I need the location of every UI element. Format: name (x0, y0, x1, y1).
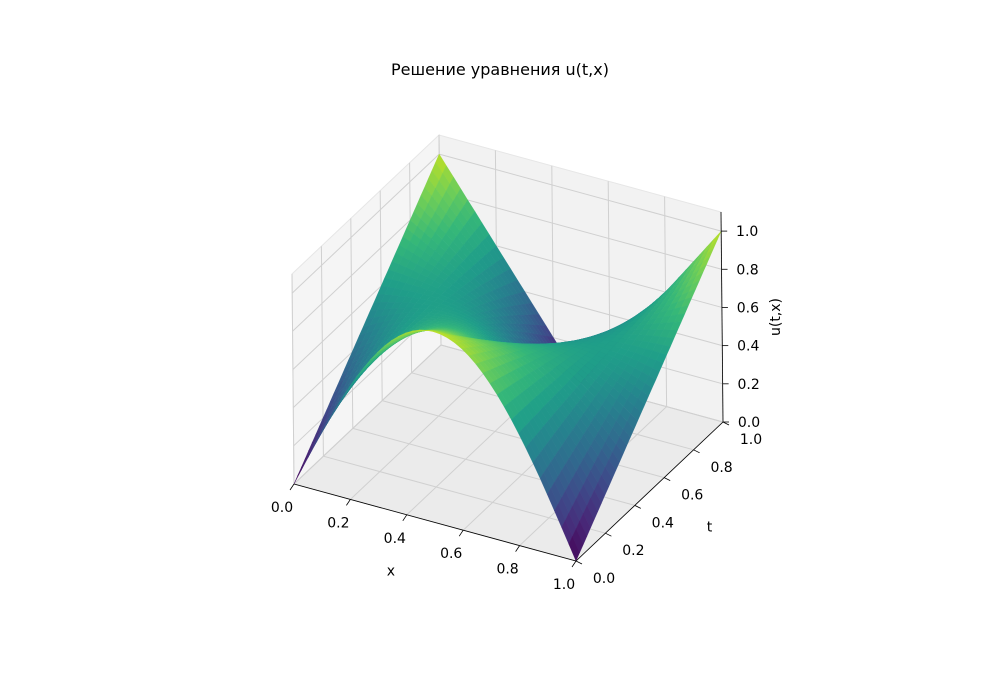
x-tick-mark (346, 499, 351, 506)
z-axis-label: u(t,x) (768, 298, 784, 336)
grid-line-z-side (293, 344, 442, 485)
t-axis-line (575, 421, 724, 562)
t-tick-label: 1.0 (740, 432, 762, 448)
t-tick-label: 0.0 (593, 571, 615, 587)
t-tick-mark (634, 505, 641, 509)
x-tick-label: 0.2 (327, 515, 349, 531)
grid-line-x-floor (350, 360, 498, 500)
t-tick-mark (722, 421, 730, 426)
x-tick-label: 0.0 (271, 500, 293, 516)
t-axis-label: t (707, 520, 713, 536)
z-axis-line (720, 211, 724, 423)
x-tick-mark (571, 560, 577, 568)
x-axis-line (293, 483, 577, 562)
t-tick-label: 0.6 (681, 488, 703, 504)
x-tick-mark (402, 514, 408, 522)
t-tick-mark (575, 560, 583, 565)
grid-line-z-side (291, 153, 440, 294)
z-tick-label: 0.6 (737, 300, 759, 316)
t-tick-label: 0.4 (652, 515, 674, 531)
x-axis-label: x (387, 564, 395, 580)
grid-line-z-back (439, 191, 722, 270)
grid-line-t-wall (291, 273, 295, 485)
t-tick-label: 0.2 (622, 543, 644, 559)
grid-line-t-wall (350, 218, 354, 429)
surface-patch (568, 535, 580, 562)
z-tick-label: 0.4 (737, 339, 759, 355)
t-tick-mark (605, 532, 612, 537)
x-tick-mark (289, 483, 295, 491)
x-tick-mark (515, 545, 520, 552)
x-tick-label: 0.8 (496, 562, 518, 578)
t-tick-mark (693, 449, 700, 454)
x-tick-mark (458, 529, 464, 537)
t-tick-label: 0.8 (710, 460, 732, 476)
x-tick-label: 0.6 (440, 546, 462, 562)
z-tick-label: 0.0 (738, 415, 760, 431)
grid-line-z-back (439, 153, 722, 232)
t-tick-mark (664, 477, 671, 481)
chart-title: Решение уравнения u(t,x) (391, 60, 609, 79)
x-tick-label: 0.4 (384, 531, 406, 547)
x-tick-label: 1.0 (553, 577, 575, 593)
z-tick-label: 1.0 (736, 224, 758, 240)
z-tick-label: 0.8 (736, 262, 758, 278)
z-tick-label: 0.2 (738, 377, 760, 393)
